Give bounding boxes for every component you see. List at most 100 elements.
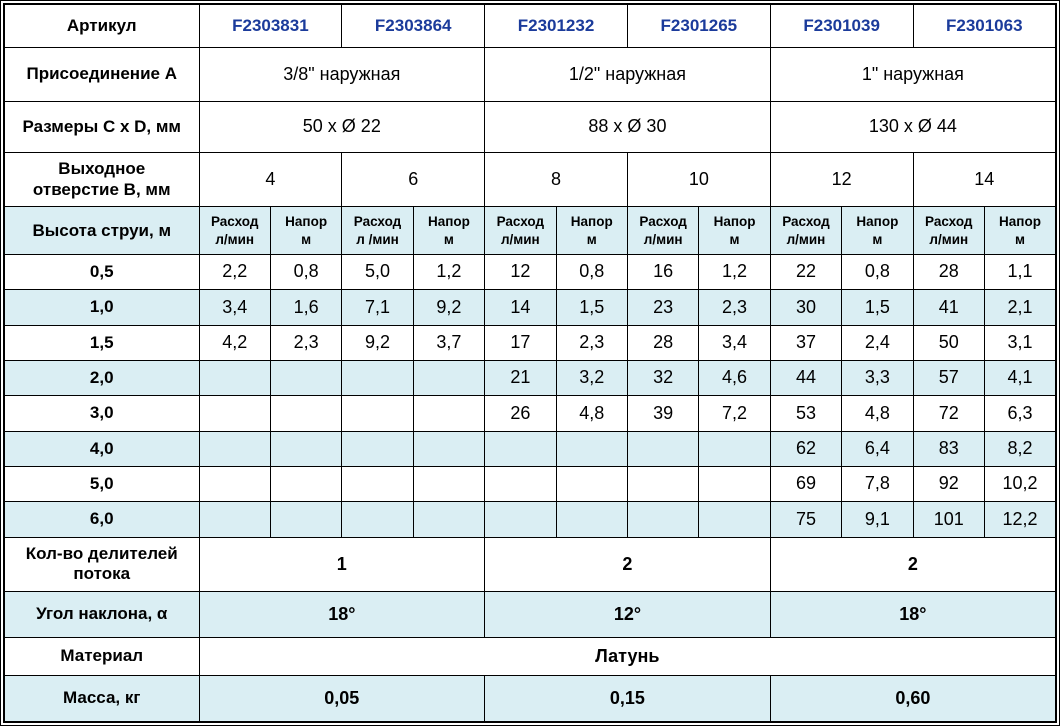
value-cell [198,359,271,397]
value-cell [698,430,771,467]
value-cell: 62 [769,430,843,467]
value-cell: 1,5 [841,289,914,326]
value-cell: 53 [769,395,843,432]
value-cell: 6,4 [841,430,914,467]
value-cell: 21 [484,359,557,397]
value-cell [198,465,271,503]
value-cell: 2,3 [555,324,628,361]
value-cell: 2,1 [983,289,1057,326]
value-cell: 75 [769,501,843,538]
article-number: F2303831 [198,3,343,48]
value-cell: 92 [912,465,985,503]
data-row-3-0: 3,0 26 4,8 39 7,2 53 4,8 72 6,3 [3,395,1057,432]
value-cell [484,430,557,467]
row-label: Кол-во делителей потока [3,536,200,593]
value-cell: 10,2 [983,465,1057,503]
value-cell: 7,2 [698,395,771,432]
value-cell: 88 x Ø 30 [484,101,771,153]
row-label: Артикул [3,3,200,48]
value-cell: 2,4 [841,324,914,361]
value-cell: 4 [198,151,343,208]
value-cell: 3/8" наружная [198,46,486,103]
data-row-4-0: 4,0 62 6,4 83 8,2 [3,430,1057,467]
row-label: 4,0 [3,430,200,467]
value-cell: 41 [912,289,985,326]
value-cell-bold: 0,60 [769,675,1057,723]
value-cell [555,501,628,538]
value-cell [341,465,414,503]
value-cell: 5,0 [341,253,414,291]
row-label: 5,0 [3,465,200,503]
value-cell: 6,3 [983,395,1057,432]
value-cell: 9,1 [841,501,914,538]
data-row-2-0: 2,0 21 3,2 32 4,6 44 3,3 57 4,1 [3,359,1057,397]
value-cell [626,501,700,538]
value-cell: 1" наружная [769,46,1057,103]
value-cell: 14 [484,289,557,326]
data-row-0-5: 0,5 2,2 0,8 5,0 1,2 12 0,8 16 1,2 22 0,8 28 1,1 [3,253,1057,291]
flow-dividers-row: Кол-во делителей потока 1 2 2 [3,536,1057,593]
value-cell [412,465,486,503]
value-cell-bold: 2 [769,536,1057,593]
value-cell [341,501,414,538]
data-row-1-5: 1,5 4,2 2,3 9,2 3,7 17 2,3 28 3,4 37 2,4 50 3,1 [3,324,1057,361]
data-row-5-0: 5,0 69 7,8 92 10,2 [3,465,1057,503]
value-cell: 0,8 [269,253,343,291]
value-cell: 4,2 [198,324,271,361]
value-cell: 130 x Ø 44 [769,101,1057,153]
value-cell: 2,2 [198,253,271,291]
value-cell: 28 [912,253,985,291]
mass-row: Масса, кг 0,05 0,15 0,60 [3,675,1057,723]
value-cell: 23 [626,289,700,326]
value-cell-bold: 12° [484,591,771,638]
column-subheader: Напор м [269,206,343,255]
value-cell: 4,6 [698,359,771,397]
row-label: Выходное отверстие В, мм [3,151,200,208]
row-label: Размеры C x D, мм [3,101,200,153]
value-cell: 0,8 [555,253,628,291]
value-cell: 0,8 [841,253,914,291]
value-cell [412,395,486,432]
value-cell [698,501,771,538]
value-cell [341,395,414,432]
value-cell [198,430,271,467]
spec-table-body: Артикул F2303831 F2303864 F2301232 F2301265 F… [3,3,1057,723]
value-cell: 50 [912,324,985,361]
value-cell [484,501,557,538]
value-cell: 10 [626,151,771,208]
value-cell-bold: 18° [198,591,486,638]
value-cell: 9,2 [341,324,414,361]
value-cell: 32 [626,359,700,397]
article-number: F2301039 [769,3,914,48]
data-row-6-0: 6,0 75 9,1 101 12,2 [3,501,1057,538]
value-cell [198,395,271,432]
column-subheader: Расход л/мин [198,206,271,255]
row-label: 2,0 [3,359,200,397]
value-cell: 101 [912,501,985,538]
value-cell: 1,2 [698,253,771,291]
value-cell: 8 [484,151,628,208]
value-cell: 14 [912,151,1057,208]
value-cell: 1,6 [269,289,343,326]
value-cell: 39 [626,395,700,432]
column-subheader: Напор м [555,206,628,255]
angle-row: Угол наклона, α 18° 12° 18° [3,591,1057,638]
column-subheader: Напор м [841,206,914,255]
value-cell [341,430,414,467]
value-cell [626,465,700,503]
product-spec-table: Артикул F2303831 F2303864 F2301232 F2301265 F… [3,3,1057,723]
value-cell: 7,1 [341,289,414,326]
column-subheader: Расход л/мин [484,206,557,255]
value-cell [555,465,628,503]
value-cell [698,465,771,503]
row-label: Высота струи, м [3,206,200,255]
material-row: Материал Латунь [3,636,1057,677]
value-cell: 69 [769,465,843,503]
jet-height-header-row: Высота струи, м Расход л/мин Напор м Расход… [3,206,1057,255]
value-cell: 57 [912,359,985,397]
value-cell: 12 [484,253,557,291]
value-cell: 2,3 [698,289,771,326]
value-cell: 37 [769,324,843,361]
row-label: 1,0 [3,289,200,326]
